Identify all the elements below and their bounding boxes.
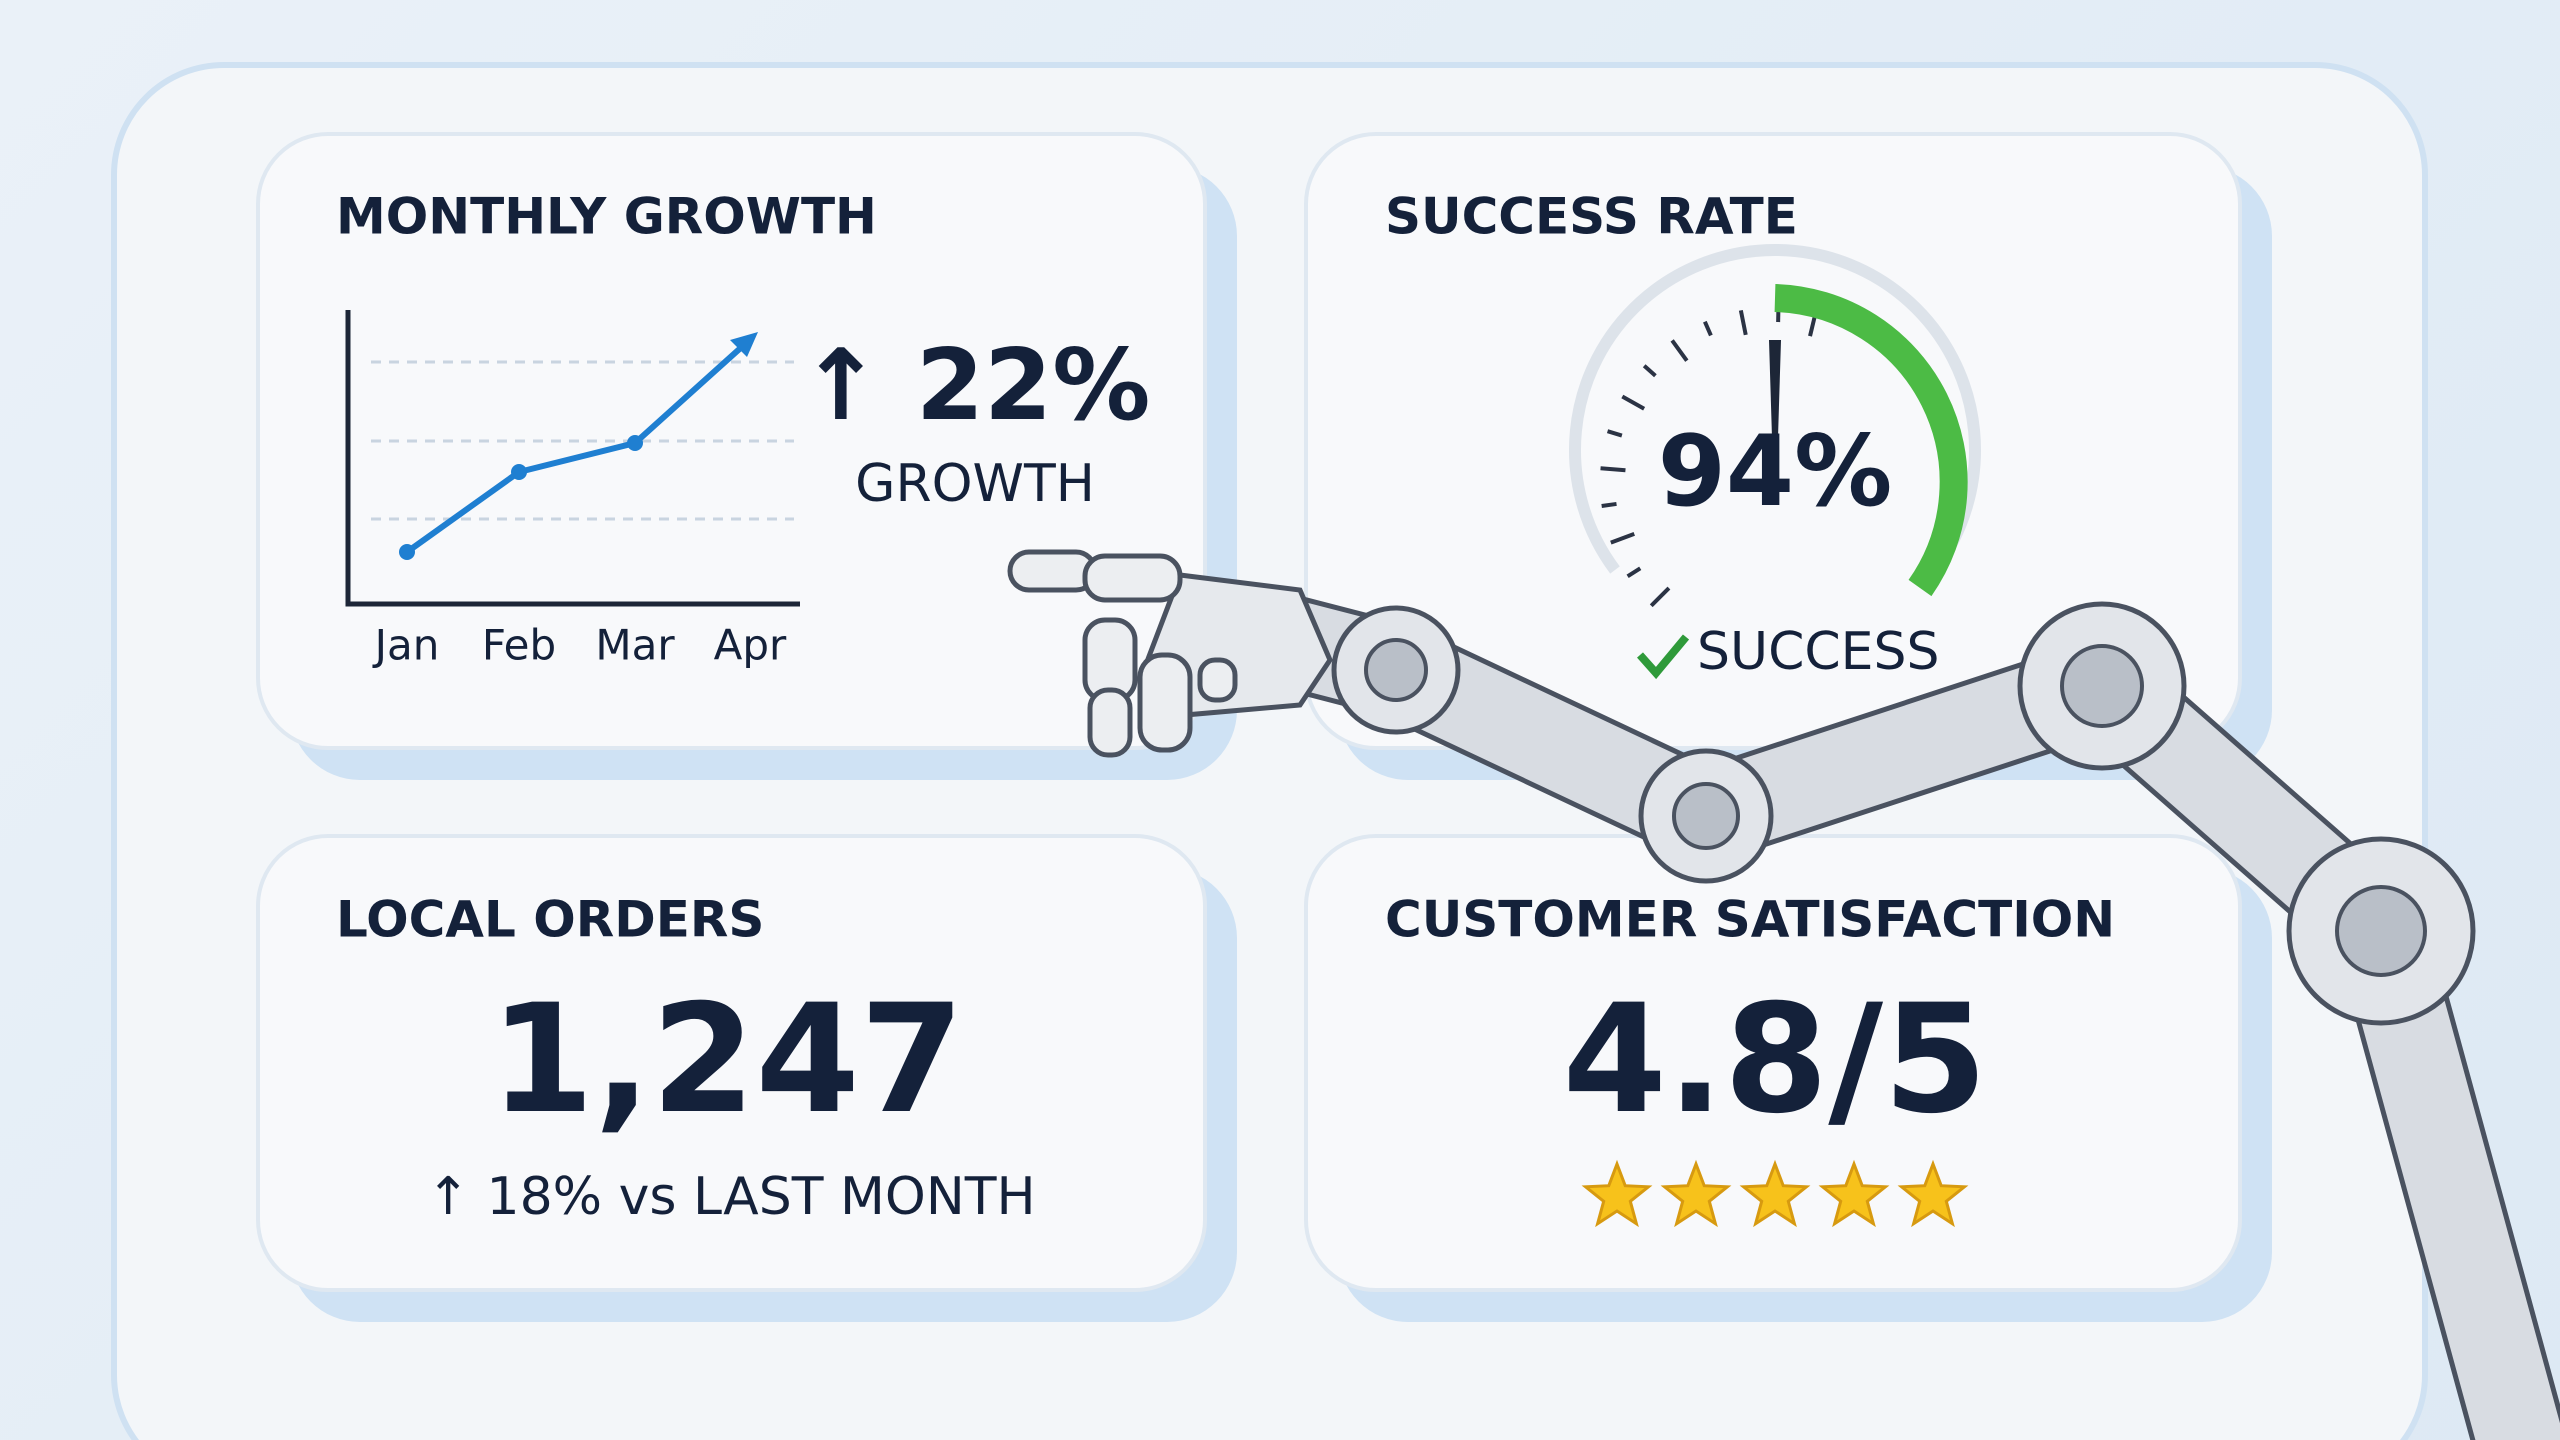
success-status: SUCCESS [1697, 622, 1940, 682]
card-title: LOCAL ORDERS [336, 891, 764, 949]
gauge-tick [1738, 309, 1748, 336]
robot-arm [1007, 549, 2560, 1440]
x-tick-label: Mar [595, 621, 675, 670]
star [1581, 1159, 1653, 1228]
stars [1581, 1159, 1969, 1228]
card-title: MONTHLY GROWTH [336, 188, 877, 246]
gauge-tick [1626, 566, 1642, 579]
x-tick-label: Apr [714, 621, 787, 670]
satisfaction-value: 4.8/5 [1563, 973, 1988, 1147]
card-title: CUSTOMER SATISFACTION [1385, 891, 2115, 949]
success-value: 94% [1658, 415, 1893, 529]
gauge-tick [1600, 466, 1626, 473]
star [1818, 1159, 1890, 1228]
orders-value: 1,247 [490, 973, 964, 1147]
gauge-tick [1649, 586, 1671, 608]
star [1739, 1159, 1811, 1228]
gauge-tick [1703, 320, 1713, 337]
gauge-tick [1621, 394, 1646, 411]
growth-caption: GROWTH [855, 454, 1095, 514]
orders-change: ↑ 18% vs LAST MONTH [426, 1167, 1035, 1227]
gauge-tick [1601, 501, 1617, 508]
gauge-tick [1610, 532, 1635, 545]
gauge-tick [1606, 429, 1623, 438]
star [1660, 1159, 1732, 1228]
gauge-tick [1670, 339, 1689, 362]
growth-change: ↑ 22% [800, 329, 1151, 443]
star [1897, 1159, 1969, 1228]
check-icon [1637, 634, 1690, 680]
x-tick-label: Jan [372, 621, 440, 670]
card-title: SUCCESS RATE [1385, 188, 1798, 246]
gauge-tick [1642, 364, 1657, 378]
x-tick-label: Feb [482, 621, 556, 670]
mini-chart [345, 310, 800, 607]
gauge [1569, 244, 1981, 608]
